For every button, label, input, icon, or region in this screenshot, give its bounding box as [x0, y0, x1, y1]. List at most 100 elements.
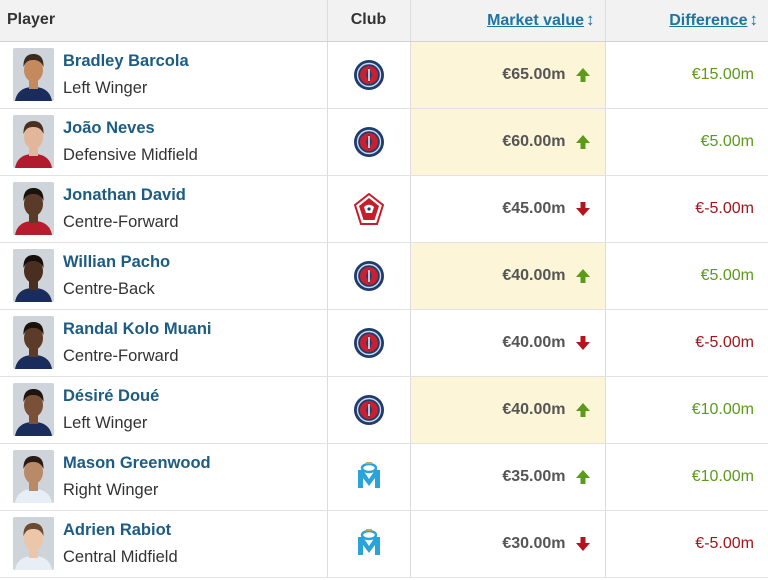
header-market-value[interactable]: Market value ↕	[410, 0, 606, 42]
market-value-cell: €40.00m	[410, 242, 606, 310]
player-photo[interactable]	[13, 249, 54, 302]
player-photo[interactable]	[13, 48, 54, 101]
player-cell: João Neves Defensive Midfield	[0, 108, 328, 176]
club-crest-om-icon[interactable]	[353, 528, 385, 560]
header-club-label: Club	[350, 11, 387, 29]
club-crest-psg-icon[interactable]	[353, 126, 385, 158]
player-photo[interactable]	[13, 383, 54, 436]
market-value: €60.00m	[502, 132, 566, 150]
market-value: €40.00m	[502, 333, 566, 351]
header-club: Club	[327, 0, 411, 42]
player-position: Left Winger	[63, 79, 148, 97]
player-name-link[interactable]: Bradley Barcola	[63, 52, 189, 70]
player-name-link[interactable]: Randal Kolo Muani	[63, 320, 212, 338]
club-crest-psg-icon[interactable]	[353, 394, 385, 426]
market-value-cell: €40.00m	[410, 376, 606, 444]
player-position: Centre-Forward	[63, 347, 179, 365]
sort-arrows-icon[interactable]: ↕	[586, 10, 595, 30]
trend-down-arrow-icon	[575, 201, 591, 217]
difference-value: €-5.00m	[695, 199, 754, 217]
player-name-link[interactable]: Désiré Doué	[63, 387, 160, 405]
club-cell	[327, 242, 411, 310]
club-cell	[327, 108, 411, 176]
player-photo[interactable]	[13, 115, 54, 168]
sort-market-value-link[interactable]: Market value	[487, 12, 584, 30]
player-name-link[interactable]: Willian Pacho	[63, 253, 171, 271]
table-row: Willian Pacho Centre-Back €40.00m €5.00m	[0, 242, 768, 310]
club-cell	[327, 309, 411, 377]
player-position: Defensive Midfield	[63, 146, 198, 164]
market-value: €45.00m	[502, 199, 566, 217]
club-cell	[327, 41, 411, 109]
trend-up-arrow-icon	[575, 402, 591, 418]
player-name-link[interactable]: João Neves	[63, 119, 155, 137]
trend-up-arrow-icon	[575, 469, 591, 485]
market-value: €40.00m	[502, 266, 566, 284]
player-cell: Mason Greenwood Right Winger	[0, 443, 328, 511]
difference-value: €-5.00m	[695, 534, 754, 552]
player-photo[interactable]	[13, 450, 54, 503]
trend-up-arrow-icon	[575, 268, 591, 284]
player-photo[interactable]	[13, 182, 54, 235]
market-value: €30.00m	[502, 534, 566, 552]
player-cell: Jonathan David Centre-Forward	[0, 175, 328, 243]
player-cell: Désiré Doué Left Winger	[0, 376, 328, 444]
difference-value: €15.00m	[691, 65, 754, 83]
difference-cell: €5.00m	[605, 108, 768, 176]
market-value-cell: €40.00m	[410, 309, 606, 377]
club-crest-psg-icon[interactable]	[353, 59, 385, 91]
market-value-cell: €45.00m	[410, 175, 606, 243]
market-value-cell: €30.00m	[410, 510, 606, 578]
header-difference[interactable]: Difference ↕	[605, 0, 768, 42]
difference-cell: €-5.00m	[605, 510, 768, 578]
table-row: Jonathan David Centre-Forward €45.00m €-…	[0, 175, 768, 243]
sort-difference-link[interactable]: Difference	[669, 12, 748, 30]
difference-value: €5.00m	[700, 266, 754, 284]
player-cell: Randal Kolo Muani Centre-Forward	[0, 309, 328, 377]
difference-cell: €10.00m	[605, 443, 768, 511]
difference-value: €10.00m	[691, 467, 754, 485]
table-row: Bradley Barcola Left Winger €65.00m €15.…	[0, 41, 768, 109]
difference-cell: €-5.00m	[605, 309, 768, 377]
difference-value: €5.00m	[700, 132, 754, 150]
header-player: Player	[0, 0, 328, 42]
header-player-label: Player	[7, 11, 56, 29]
trend-down-arrow-icon	[575, 536, 591, 552]
table-row: João Neves Defensive Midfield €60.00m €5…	[0, 108, 768, 176]
club-crest-lille-icon[interactable]	[353, 192, 385, 225]
difference-cell: €10.00m	[605, 376, 768, 444]
market-value-cell: €65.00m	[410, 41, 606, 109]
player-position: Centre-Back	[63, 280, 155, 298]
club-crest-psg-icon[interactable]	[353, 260, 385, 292]
club-crest-psg-icon[interactable]	[353, 327, 385, 359]
player-cell: Bradley Barcola Left Winger	[0, 41, 328, 109]
player-cell: Adrien Rabiot Central Midfield	[0, 510, 328, 578]
market-value: €35.00m	[502, 467, 566, 485]
trend-up-arrow-icon	[575, 67, 591, 83]
player-name-link[interactable]: Mason Greenwood	[63, 454, 211, 472]
table-header-row: Player Club Market value ↕ Difference ↕	[0, 0, 768, 42]
difference-cell: €15.00m	[605, 41, 768, 109]
table-row: Randal Kolo Muani Centre-Forward €40.00m…	[0, 309, 768, 377]
club-cell	[327, 443, 411, 511]
club-cell	[327, 376, 411, 444]
player-cell: Willian Pacho Centre-Back	[0, 242, 328, 310]
difference-value: €-5.00m	[695, 333, 754, 351]
player-position: Left Winger	[63, 414, 148, 432]
table-row: Mason Greenwood Right Winger €35.00m €10…	[0, 443, 768, 511]
player-photo[interactable]	[13, 517, 54, 570]
player-position: Central Midfield	[63, 548, 178, 566]
trend-down-arrow-icon	[575, 335, 591, 351]
player-photo[interactable]	[13, 316, 54, 369]
club-crest-om-icon[interactable]	[353, 461, 385, 493]
sort-arrows-icon[interactable]: ↕	[749, 10, 759, 30]
player-name-link[interactable]: Adrien Rabiot	[63, 521, 172, 539]
player-name-link[interactable]: Jonathan David	[63, 186, 186, 204]
market-value-cell: €35.00m	[410, 443, 606, 511]
club-cell	[327, 510, 411, 578]
market-value-cell: €60.00m	[410, 108, 606, 176]
market-value: €40.00m	[502, 400, 566, 418]
player-position: Right Winger	[63, 481, 159, 499]
difference-value: €10.00m	[691, 400, 754, 418]
